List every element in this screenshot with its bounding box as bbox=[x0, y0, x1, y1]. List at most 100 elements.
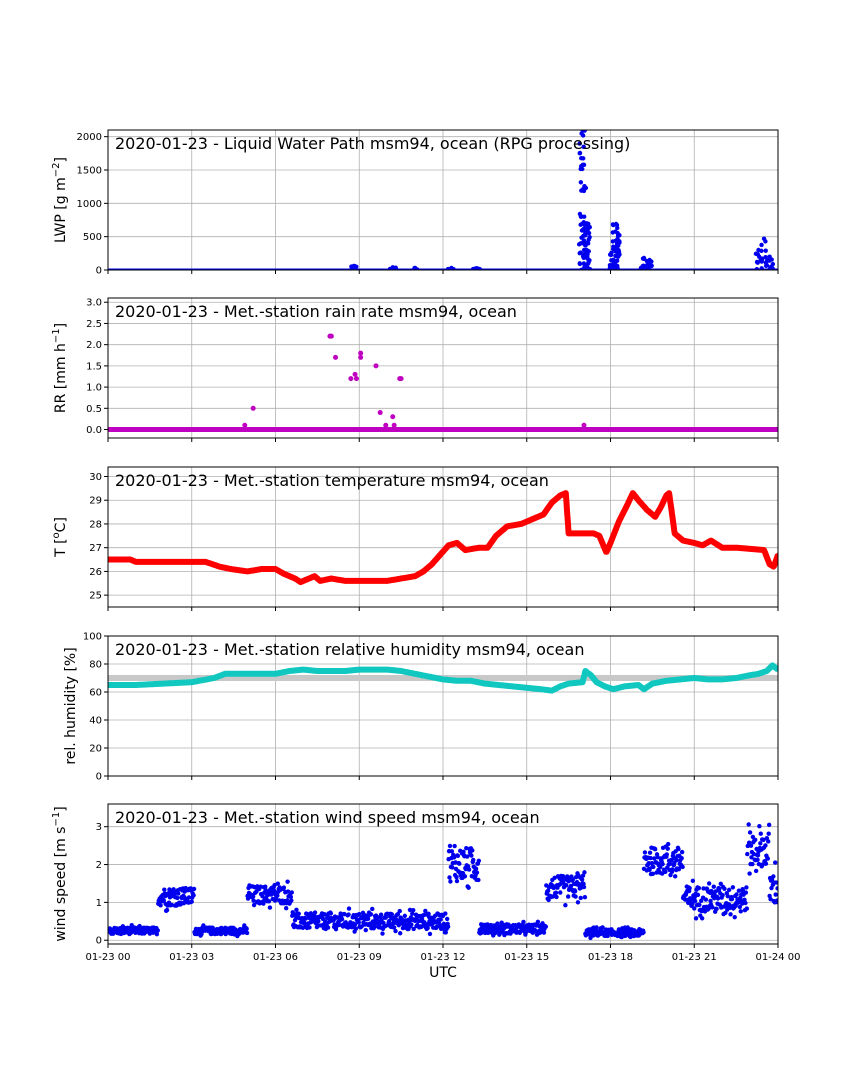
lwp-point bbox=[609, 258, 614, 263]
lwp-point bbox=[615, 233, 621, 239]
lwp-point bbox=[763, 254, 768, 260]
temp-point bbox=[604, 550, 609, 555]
rh-point bbox=[622, 684, 627, 689]
y-axis-label-sup: −1 bbox=[51, 328, 62, 343]
y-tick-label: 60 bbox=[89, 688, 102, 699]
wind-point bbox=[696, 885, 702, 891]
wind-point bbox=[380, 931, 385, 936]
wind-point bbox=[718, 881, 723, 886]
lwp-point bbox=[646, 263, 651, 269]
wind-point bbox=[758, 841, 763, 846]
y-tick-label: 1500 bbox=[77, 166, 102, 177]
rh-point bbox=[510, 684, 515, 689]
rh-point bbox=[636, 683, 641, 687]
wind-point bbox=[425, 925, 430, 931]
rh-point bbox=[538, 687, 543, 692]
temp-point bbox=[463, 548, 468, 553]
wind-point bbox=[176, 891, 181, 896]
temp-point bbox=[454, 540, 459, 545]
wind-point bbox=[296, 911, 301, 916]
y-axis-label-main: rel. humidity [%] bbox=[63, 647, 79, 764]
rain-point bbox=[352, 371, 358, 377]
wind-point bbox=[642, 850, 648, 855]
y-axis-label: LWP [g m−2] bbox=[51, 157, 69, 243]
wind-point bbox=[363, 927, 368, 933]
wind-point bbox=[161, 898, 167, 903]
wind-point bbox=[508, 931, 513, 936]
lwp-point bbox=[640, 267, 645, 270]
wind-point bbox=[672, 874, 678, 879]
wind-point bbox=[289, 890, 294, 895]
lwp-point bbox=[579, 164, 584, 169]
data-wind bbox=[108, 822, 778, 941]
y-axis-label-sup: o bbox=[51, 532, 62, 538]
temp-point bbox=[566, 531, 571, 536]
wind-point bbox=[743, 900, 748, 906]
y-axis-label-main: RR [mm h bbox=[53, 343, 69, 413]
y-tick-label: 1000 bbox=[77, 199, 102, 210]
rh-point bbox=[692, 676, 697, 680]
wind-point bbox=[357, 912, 362, 917]
temp-point bbox=[644, 507, 649, 512]
temp-point bbox=[413, 574, 418, 579]
rain-point bbox=[377, 410, 383, 416]
rh-point bbox=[720, 677, 725, 682]
lwp-point bbox=[613, 253, 618, 259]
wind-point bbox=[397, 908, 402, 914]
temp-point bbox=[664, 493, 669, 498]
wind-point bbox=[734, 892, 739, 897]
rh-point bbox=[301, 667, 306, 672]
wind-point bbox=[427, 931, 433, 937]
y-axis-label-tail: ] bbox=[53, 806, 69, 811]
lwp-point bbox=[581, 255, 586, 261]
rh-point bbox=[223, 671, 228, 676]
wind-point bbox=[714, 906, 719, 912]
wind-point bbox=[469, 853, 474, 858]
y-tick-label: 2000 bbox=[77, 132, 102, 143]
wind-point bbox=[254, 889, 259, 894]
y-axis-label-main: wind speed [m s bbox=[53, 827, 69, 942]
lwp-peak-point bbox=[647, 257, 652, 263]
rh-point bbox=[602, 684, 607, 689]
wind-point bbox=[729, 896, 735, 902]
wind-point bbox=[774, 898, 778, 903]
temp-point bbox=[608, 540, 613, 545]
wind-point bbox=[572, 889, 578, 894]
temp-point bbox=[734, 545, 739, 550]
wind-point bbox=[770, 882, 776, 888]
lwp-point bbox=[754, 267, 760, 270]
wind-point bbox=[462, 874, 468, 879]
temp-point bbox=[692, 540, 697, 545]
y-tick-label: 2 bbox=[96, 860, 102, 871]
rain-point bbox=[358, 354, 364, 360]
lwp-point bbox=[763, 263, 769, 269]
wind-point bbox=[600, 925, 605, 930]
rh-point bbox=[580, 680, 585, 685]
wind-point bbox=[665, 846, 670, 851]
lwp-point bbox=[586, 259, 591, 265]
rh-point bbox=[189, 680, 194, 685]
lwp-peak-point bbox=[449, 265, 454, 270]
rain-point bbox=[391, 422, 397, 428]
temp-point bbox=[541, 512, 546, 517]
y-axis-label: T [oC] bbox=[51, 517, 69, 558]
rh-point bbox=[315, 669, 320, 673]
wind-point bbox=[485, 922, 490, 927]
temp-point bbox=[312, 574, 317, 579]
wind-point bbox=[409, 922, 414, 927]
y-tick-label: 1 bbox=[96, 898, 102, 909]
wind-point bbox=[745, 851, 750, 857]
rh-point bbox=[770, 663, 775, 668]
wind-point bbox=[452, 843, 457, 849]
temp-point bbox=[429, 562, 434, 567]
lwp-point bbox=[581, 144, 586, 150]
temp-point bbox=[203, 559, 208, 564]
wind-point bbox=[474, 870, 480, 875]
wind-point bbox=[391, 925, 397, 930]
wind-point bbox=[711, 884, 716, 889]
temp-point bbox=[329, 576, 334, 581]
wind-point bbox=[692, 894, 697, 900]
wind-point bbox=[747, 830, 753, 835]
temp-point bbox=[505, 524, 510, 529]
